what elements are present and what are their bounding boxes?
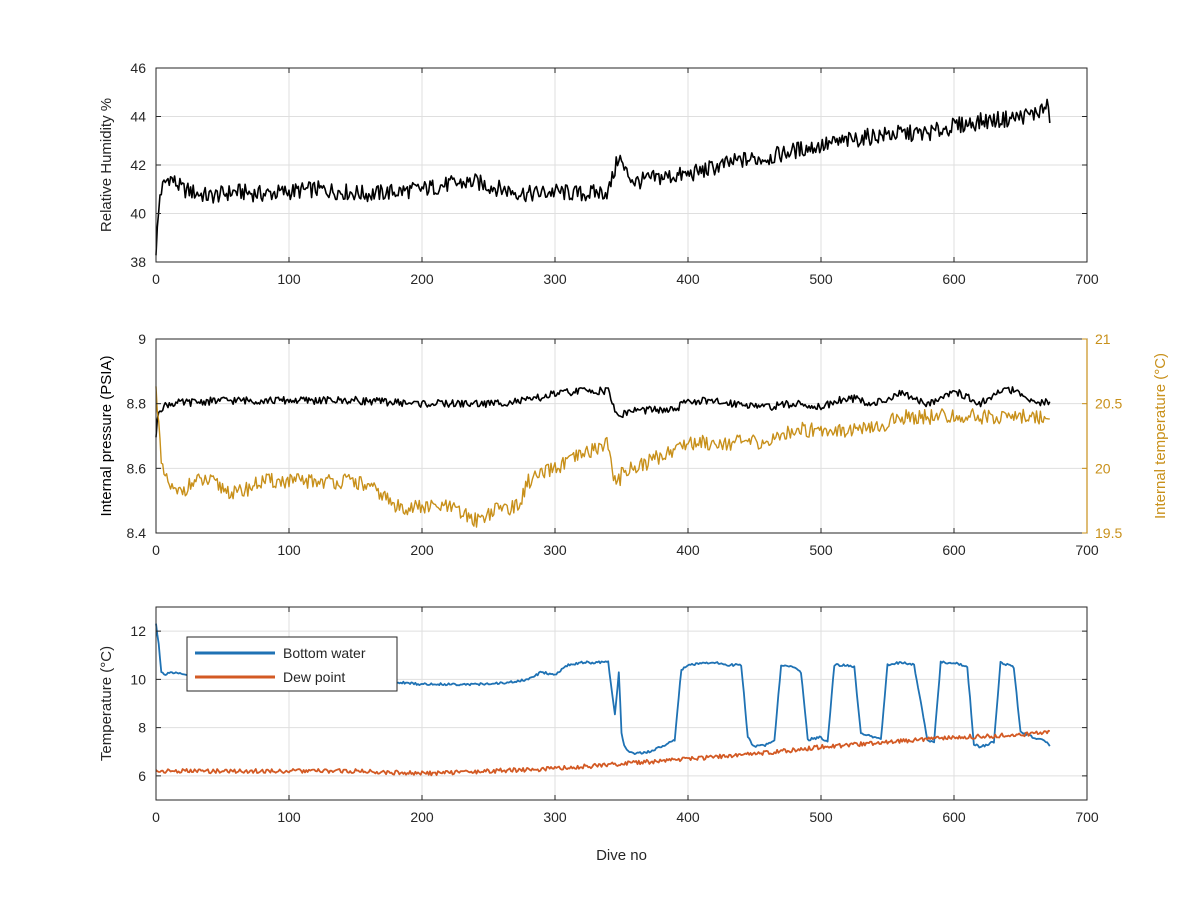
- pressure-y-ticks: 8.4 8.6 8.8 9: [127, 331, 161, 541]
- temperature-y-label: Temperature (°C): [98, 646, 115, 761]
- x-tick-label: 600: [942, 542, 966, 558]
- y-tick-label: 42: [130, 157, 146, 173]
- y2-tick-label: 20.5: [1095, 396, 1122, 412]
- x-tick-label: 300: [543, 271, 567, 287]
- temperature-legend: Bottom water Dew point: [186, 636, 398, 692]
- x-tick-label: 200: [410, 271, 434, 287]
- temperature-x-ticks: 0 100 200 300 400 500 600 700: [152, 607, 1099, 825]
- y-tick-label: 8: [138, 720, 146, 736]
- y-tick-label: 40: [130, 206, 146, 222]
- y-tick-label: 9: [138, 331, 146, 347]
- temperature-panel: 0 100 200 300 400 500 600 700 6 8 10 12 Temperatur…: [98, 606, 1099, 864]
- y-tick-label: 46: [130, 60, 146, 76]
- x-tick-label: 300: [543, 542, 567, 558]
- y-tick-label: 38: [130, 254, 146, 270]
- x-tick-label: 100: [277, 809, 301, 825]
- series-line-dew-point: [155, 729, 1050, 777]
- x-tick-label: 400: [676, 809, 700, 825]
- x-tick-label: 200: [410, 542, 434, 558]
- y-tick-label: 12: [130, 623, 146, 639]
- humidity-y-ticks: 38 40 42 44 46: [130, 60, 1087, 270]
- x-tick-label: 400: [676, 542, 700, 558]
- pressure-panel: 0 100 200 300 400 500 600 700 8.4 8.6 8.8 9 19.5 20…: [98, 331, 1169, 558]
- series-line-panel1-black: [155, 98, 1051, 256]
- y-tick-label: 8.6: [127, 460, 147, 476]
- x-tick-label: 0: [152, 542, 160, 558]
- y-tick-label: 6: [138, 768, 146, 784]
- x-tick-label: 600: [942, 809, 966, 825]
- temperature-x-label: Dive no: [596, 847, 647, 864]
- humidity-panel: 0 100 200 300 400 500 600 700 38 40 42 44 46 Relati…: [98, 60, 1099, 287]
- x-tick-label: 700: [1075, 542, 1099, 558]
- y-tick-label: 44: [130, 109, 146, 125]
- series-line-panel2-orange: [155, 386, 1050, 528]
- y2-tick-label: 19.5: [1095, 525, 1122, 541]
- y2-tick-label: 21: [1095, 331, 1111, 347]
- temperature-axes-box: [155, 606, 1088, 801]
- x-tick-label: 300: [543, 809, 567, 825]
- x-tick-label: 700: [1075, 271, 1099, 287]
- legend-bottom-water-label: Bottom water: [283, 645, 366, 661]
- x-tick-label: 500: [809, 271, 833, 287]
- humidity-lines: [155, 98, 1051, 256]
- x-tick-label: 0: [152, 809, 160, 825]
- x-tick-label: 400: [676, 271, 700, 287]
- humidity-y-label: Relative Humidity %: [98, 98, 115, 232]
- x-tick-label: 500: [809, 542, 833, 558]
- pressure-y-label: Internal pressure (PSIA): [98, 356, 115, 517]
- series-line-panel2-black: [155, 386, 1051, 438]
- internal-temperature-y-label: Internal temperature (°C): [1152, 353, 1169, 519]
- legend-box: [186, 636, 398, 692]
- pressure-x-ticks: 0 100 200 300 400 500 600 700: [152, 339, 1099, 558]
- y-tick-label: 10: [130, 671, 146, 687]
- x-tick-label: 0: [152, 271, 160, 287]
- x-tick-label: 100: [277, 271, 301, 287]
- temperature-right-ticks: 19.5 20 20.5 21: [1082, 331, 1122, 541]
- x-tick-label: 700: [1075, 809, 1099, 825]
- x-tick-label: 500: [809, 809, 833, 825]
- x-tick-label: 600: [942, 271, 966, 287]
- legend-dew-point-label: Dew point: [283, 669, 345, 685]
- y-tick-label: 8.8: [127, 396, 147, 412]
- y-tick-label: 8.4: [127, 525, 147, 541]
- temperature-y-ticks: 6 8 10 12: [130, 623, 1087, 784]
- humidity-x-ticks: 0 100 200 300 400 500 600 700: [152, 68, 1099, 287]
- pressure-lines: [155, 386, 1051, 528]
- x-tick-label: 100: [277, 542, 301, 558]
- x-tick-label: 200: [410, 809, 434, 825]
- y2-tick-label: 20: [1095, 460, 1111, 476]
